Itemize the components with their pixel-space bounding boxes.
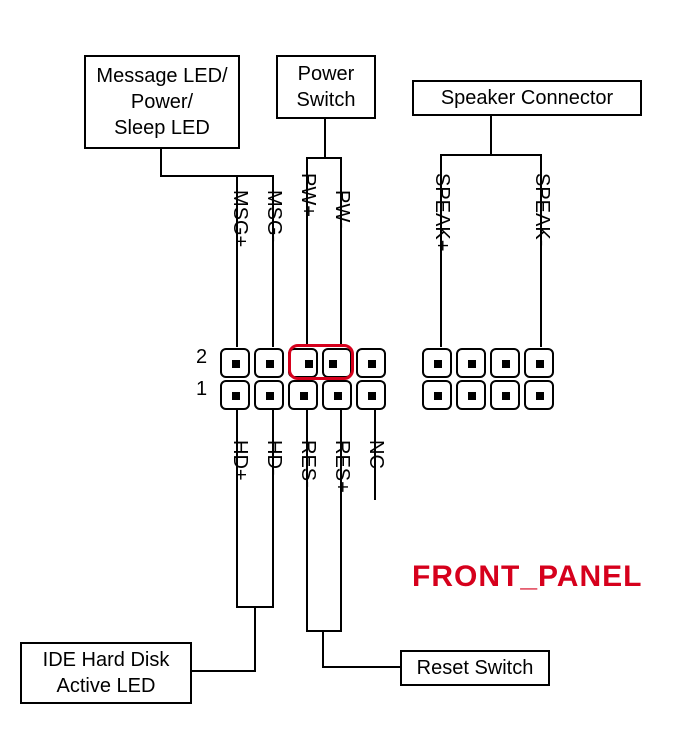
wire	[160, 175, 274, 177]
header-pin	[220, 348, 250, 378]
row-label-1: 1	[196, 378, 207, 401]
wire	[306, 410, 308, 632]
wire	[322, 666, 402, 668]
wire	[340, 410, 342, 632]
wire	[324, 119, 326, 159]
wire	[490, 116, 492, 156]
header-pin	[490, 348, 520, 378]
wire	[540, 154, 542, 347]
wire	[236, 175, 238, 347]
wire	[254, 606, 256, 672]
header-pin	[490, 380, 520, 410]
wire	[272, 175, 274, 347]
diagram-title: FRONT_PANEL	[412, 560, 642, 594]
box-reset-switch: Reset Switch	[400, 650, 550, 686]
wire	[440, 154, 442, 347]
header-pin	[422, 380, 452, 410]
wire	[306, 630, 342, 632]
label-msg-plus: MSG+	[228, 190, 251, 247]
header-pin	[254, 348, 284, 378]
wire	[272, 410, 274, 608]
wire	[236, 410, 238, 608]
wire	[306, 157, 342, 159]
header-pin	[422, 348, 452, 378]
header-pin	[524, 380, 554, 410]
row-label-2: 2	[196, 346, 207, 369]
wire	[440, 154, 542, 156]
header-pin	[456, 380, 486, 410]
header-pin	[220, 380, 250, 410]
wire	[374, 410, 376, 500]
label-hd-plus: HD+	[228, 440, 251, 481]
header-pin	[288, 380, 318, 410]
wire	[192, 670, 256, 672]
wire	[160, 149, 162, 177]
header-pin	[456, 348, 486, 378]
box-message-led: Message LED/ Power/ Sleep LED	[84, 55, 240, 149]
wire	[306, 157, 308, 347]
highlight-box	[288, 344, 354, 380]
header-pin	[524, 348, 554, 378]
header-pin	[356, 380, 386, 410]
header-pin	[356, 348, 386, 378]
box-ide-led: IDE Hard Disk Active LED	[20, 642, 192, 704]
box-speaker-connector: Speaker Connector	[412, 80, 642, 116]
header-pin	[254, 380, 284, 410]
box-power-switch: Power Switch	[276, 55, 376, 119]
wire	[322, 630, 324, 668]
header-pin	[322, 380, 352, 410]
wire	[340, 157, 342, 347]
